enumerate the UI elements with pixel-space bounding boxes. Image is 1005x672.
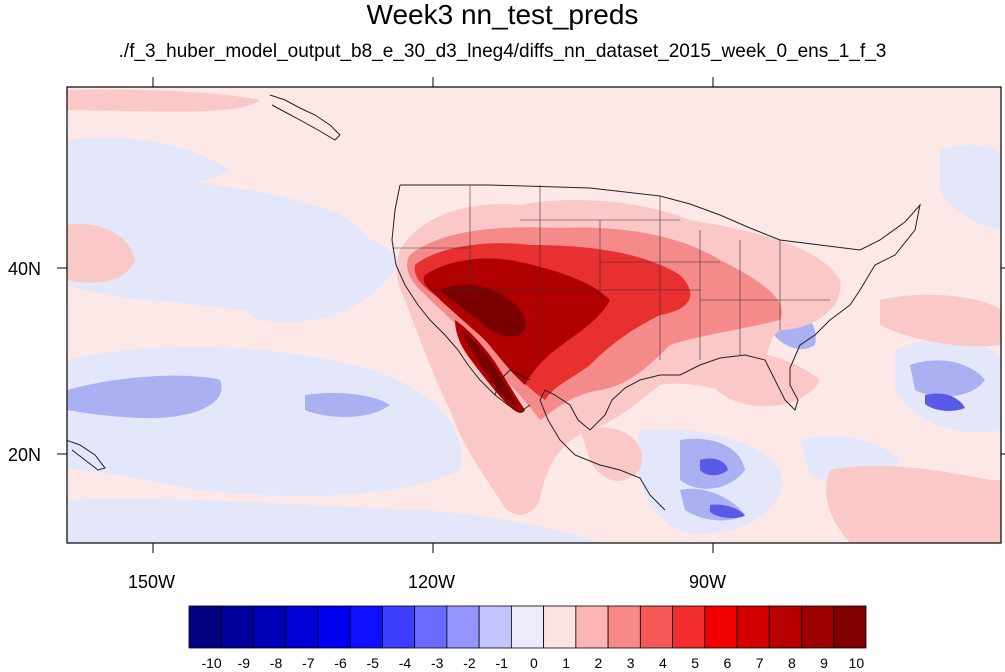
colorbar-tick-label: -6 <box>334 655 347 671</box>
colorbar-tick-label: 2 <box>594 655 603 671</box>
lon-label-120w: 120W <box>408 572 456 592</box>
colorbar-box <box>188 605 222 649</box>
colorbar-box <box>414 605 448 649</box>
colorbar-box <box>672 605 706 649</box>
colorbar-tick-label: -8 <box>269 655 283 671</box>
axis-ticks <box>57 77 1005 553</box>
anomaly-field <box>67 87 1001 543</box>
colorbar-tick-label: 5 <box>691 655 700 671</box>
colorbar-tick-label: -1 <box>495 655 508 671</box>
colorbar-box <box>833 605 867 649</box>
colorbar-tick-label: -9 <box>237 655 251 671</box>
colorbar-tick-label: -10 <box>201 655 222 671</box>
colorbar-tick-label: -5 <box>366 655 379 671</box>
map-title: Week3 nn_test_preds <box>366 0 639 30</box>
colorbar-box <box>575 605 609 649</box>
colorbar <box>188 605 867 649</box>
plot-frame <box>66 86 1002 544</box>
state-borders <box>392 185 830 360</box>
colorbar-tick-label: 7 <box>755 655 764 671</box>
colorbar-tick-label: 10 <box>848 655 865 671</box>
colorbar-tick-label: -2 <box>463 655 476 671</box>
colorbar-tick-label: 1 <box>562 655 571 671</box>
colorbar-box <box>801 605 835 649</box>
lat-label-20n: 20N <box>8 445 42 465</box>
colorbar-box <box>446 605 480 649</box>
colorbar-tick-label: 0 <box>530 655 538 671</box>
lon-label-90w: 90W <box>689 572 727 592</box>
colorbar-box <box>478 605 512 649</box>
colorbar-box <box>607 605 641 649</box>
colorbar-box <box>317 605 351 649</box>
colorbar-box <box>543 605 577 649</box>
colorbar-box <box>382 605 416 649</box>
colorbar-box <box>253 605 287 649</box>
colorbar-tick-label: 9 <box>820 655 828 671</box>
colorbar-tick-label: -7 <box>302 655 315 671</box>
negative-anomaly-patches <box>67 137 1001 543</box>
colorbar-tick-label: 3 <box>626 655 635 671</box>
colorbar-box <box>639 605 673 649</box>
positive-anomaly-patches <box>67 89 1001 543</box>
lat-label-40n: 40N <box>8 259 42 279</box>
colorbar-tick-label: 8 <box>787 655 796 671</box>
colorbar-box <box>349 605 383 649</box>
coastlines <box>67 94 921 511</box>
colorbar-tick-label: 6 <box>723 655 732 671</box>
map-subtitle: ./f_3_huber_model_output_b8_e_30_d3_lneg… <box>118 41 887 62</box>
colorbar-tick-label: 4 <box>658 655 667 671</box>
colorbar-tick-label: -4 <box>398 655 412 671</box>
colorbar-box <box>768 605 802 649</box>
colorbar-box <box>510 605 545 649</box>
lon-label-150w: 150W <box>128 572 176 592</box>
colorbar-tick-label: -3 <box>430 655 444 671</box>
colorbar-box <box>220 605 254 649</box>
colorbar-box <box>704 605 738 649</box>
colorbar-box <box>736 605 770 649</box>
colorbar-box <box>285 605 319 649</box>
